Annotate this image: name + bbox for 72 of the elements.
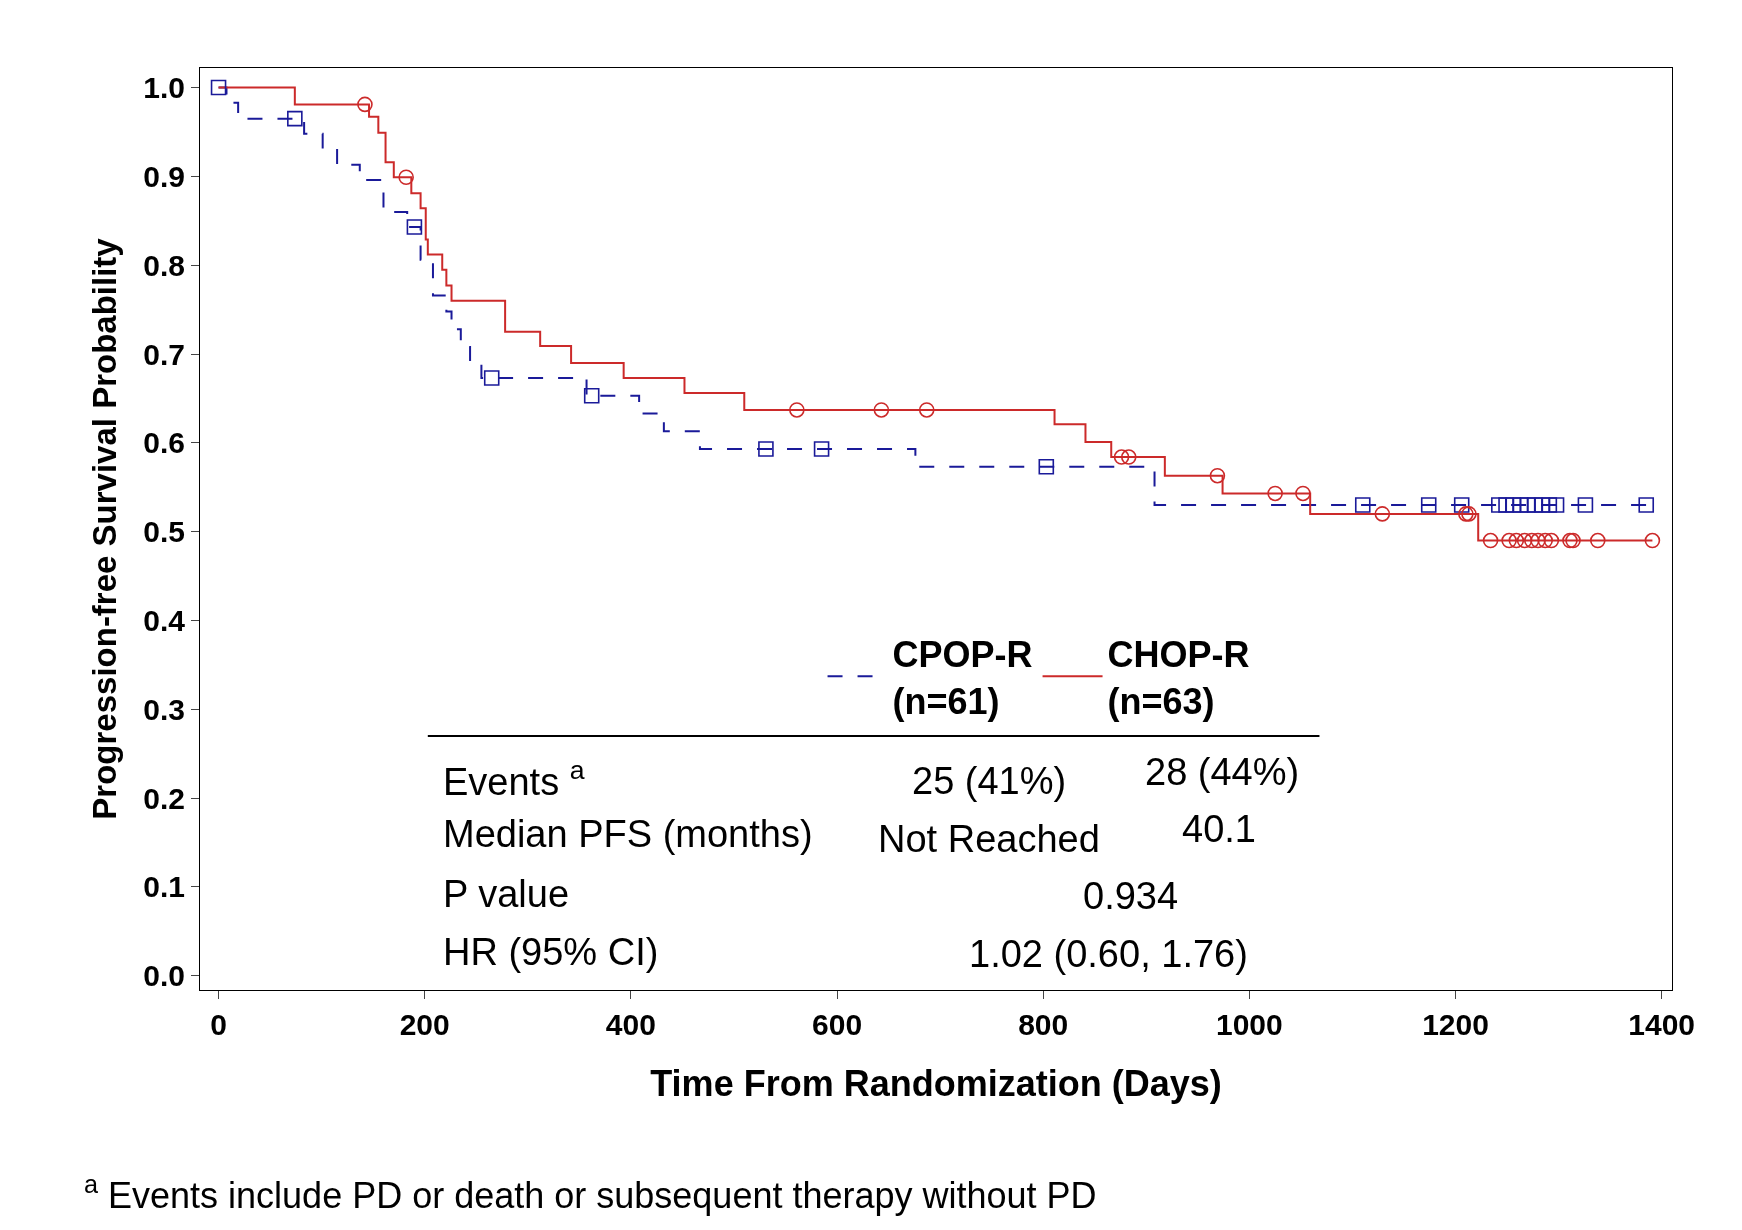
y-tick-label: 0.7: [143, 337, 185, 371]
point: [1482, 532, 1499, 549]
point: [210, 79, 227, 96]
y-tick-label: 0.2: [143, 781, 185, 815]
point: [1038, 459, 1055, 475]
annotation: P value: [443, 873, 570, 915]
y-tick-label: 0.5: [143, 515, 185, 549]
y-tick-label: 1.0: [143, 71, 185, 105]
annotation: Events $^{a}$: [443, 755, 585, 803]
x-tick-label: 1000: [1215, 1008, 1283, 1041]
y-tick-label: 0.8: [143, 248, 185, 282]
y-tick-label: 0.3: [143, 692, 185, 726]
x-tick-label: 0: [210, 1008, 227, 1041]
point: [1295, 485, 1311, 502]
y-axis-title: Progression-free Survival Probability: [86, 237, 124, 820]
point: [1530, 532, 1546, 549]
x-tick-label: 600: [812, 1008, 863, 1041]
point: [1209, 467, 1226, 484]
x-tick-label: 800: [1018, 1008, 1069, 1041]
point: [1508, 532, 1525, 549]
point: [287, 110, 303, 127]
annotation: Median PFS (months): [443, 813, 813, 855]
y-tick-label: 0.6: [143, 426, 185, 460]
point: [1420, 497, 1437, 513]
point: [1374, 506, 1391, 522]
point: [483, 370, 500, 386]
text: $^{a}$ Events include PD or death or subsequent therapy without PD: [84, 1170, 1097, 1217]
annotation: HR (95% CI): [443, 931, 659, 973]
annotation: 25 (41%): [912, 760, 1067, 802]
point: [1516, 532, 1533, 549]
point: [406, 219, 423, 235]
point: [789, 402, 805, 418]
point: [1589, 532, 1606, 549]
point: [1524, 532, 1540, 549]
annotation: 0.934: [1083, 875, 1179, 917]
point: [1354, 497, 1371, 513]
point: [1644, 532, 1661, 549]
point: [1267, 485, 1283, 502]
point: [1543, 532, 1560, 549]
y-tick-label: 0.0: [143, 959, 185, 993]
point: [583, 387, 600, 404]
legend-label: CHOP-R (n=63): [1107, 633, 1250, 722]
point: [1453, 497, 1470, 513]
x-axis-title: Time From Randomization (Days): [650, 1062, 1222, 1104]
point: [1548, 497, 1565, 513]
y-tick-label: 0.1: [143, 870, 185, 904]
point: [1501, 532, 1517, 549]
y-tick-label: 0.4: [143, 603, 186, 637]
point: [357, 96, 373, 113]
annotation: 40.1: [1182, 808, 1256, 850]
point: [1505, 497, 1522, 513]
point: [1120, 449, 1137, 465]
annotation: 1.02 (0.60, 1.76): [969, 933, 1248, 975]
point: [1541, 497, 1558, 513]
x-tick-label: 1400: [1628, 1008, 1696, 1041]
annotation: 28 (44%): [1145, 751, 1300, 793]
point: [873, 402, 890, 418]
point: [1577, 497, 1594, 513]
x-tick-label: 400: [605, 1008, 656, 1041]
y-tick-label: 0.9: [143, 159, 185, 193]
point: [1537, 532, 1554, 549]
point: [1638, 497, 1655, 513]
point: [1113, 449, 1130, 465]
point: [1498, 497, 1514, 513]
point: [813, 441, 830, 457]
point: [398, 169, 414, 186]
x-tick-label: 1200: [1422, 1008, 1489, 1041]
annotation: Not Reached: [878, 818, 1100, 860]
point: [918, 402, 935, 418]
legend-label: CPOP-R (n=61): [892, 633, 1033, 722]
point: [758, 441, 774, 457]
x-tick-label: 200: [399, 1008, 450, 1041]
